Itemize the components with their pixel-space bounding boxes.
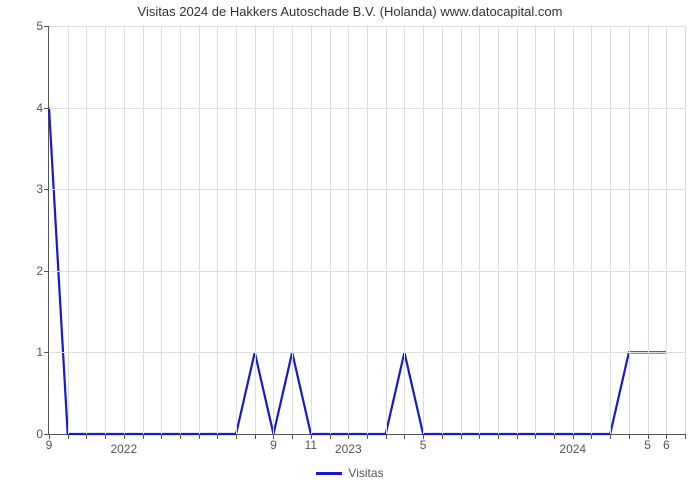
- ytick-label: 5: [36, 19, 49, 33]
- xtick-label-month: 9: [270, 434, 277, 452]
- xtick: [386, 434, 387, 439]
- gridline-v: [236, 26, 237, 434]
- chart-title: Visitas 2024 de Hakkers Autoschade B.V. …: [0, 4, 700, 19]
- xtick: [685, 434, 686, 439]
- gridline-v: [573, 26, 574, 434]
- gridline-v: [591, 26, 592, 434]
- xtick: [591, 434, 592, 439]
- gridline-v: [105, 26, 106, 434]
- xtick-label-year: 2024: [559, 438, 586, 456]
- gridline-v: [292, 26, 293, 434]
- gridline-v: [311, 26, 312, 434]
- gridline-v: [666, 26, 667, 434]
- line-chart: Visitas 2024 de Hakkers Autoschade B.V. …: [0, 0, 700, 500]
- xtick-label-month: 9: [46, 434, 53, 452]
- ytick-label: 4: [36, 101, 49, 115]
- gridline-v: [442, 26, 443, 434]
- xtick: [255, 434, 256, 439]
- xtick: [217, 434, 218, 439]
- xtick: [199, 434, 200, 439]
- xtick-label-year: 2023: [335, 438, 362, 456]
- gridline-v: [348, 26, 349, 434]
- gridline-v: [498, 26, 499, 434]
- xtick: [404, 434, 405, 439]
- gridline-v: [68, 26, 69, 434]
- xtick: [236, 434, 237, 439]
- legend-swatch: [316, 472, 342, 475]
- gridline-v: [423, 26, 424, 434]
- gridline-v: [367, 26, 368, 434]
- xtick: [479, 434, 480, 439]
- xtick: [517, 434, 518, 439]
- gridline-v: [386, 26, 387, 434]
- xtick-label-month: 11: [305, 434, 317, 452]
- gridline-v: [610, 26, 611, 434]
- ytick-label: 3: [36, 182, 49, 196]
- gridline-v: [404, 26, 405, 434]
- xtick: [498, 434, 499, 439]
- xtick: [180, 434, 181, 439]
- gridline-v: [330, 26, 331, 434]
- xtick: [535, 434, 536, 439]
- xtick: [367, 434, 368, 439]
- gridline-v: [273, 26, 274, 434]
- gridline-v: [161, 26, 162, 434]
- gridline-v: [180, 26, 181, 434]
- xtick: [161, 434, 162, 439]
- xtick: [610, 434, 611, 439]
- xtick: [461, 434, 462, 439]
- xtick: [554, 434, 555, 439]
- xtick: [629, 434, 630, 439]
- gridline-v: [86, 26, 87, 434]
- xtick: [292, 434, 293, 439]
- gridline-v: [629, 26, 630, 434]
- gridline-v: [648, 26, 649, 434]
- gridline-v: [461, 26, 462, 434]
- xtick: [86, 434, 87, 439]
- xtick-label-month: 5: [420, 434, 427, 452]
- gridline-v: [255, 26, 256, 434]
- plot-area: 0123459911556202220232024: [48, 26, 685, 435]
- xtick: [143, 434, 144, 439]
- gridline-v: [554, 26, 555, 434]
- gridline-v: [479, 26, 480, 434]
- xtick: [68, 434, 69, 439]
- legend-label: Visitas: [348, 466, 383, 480]
- gridline-v: [199, 26, 200, 434]
- xtick: [442, 434, 443, 439]
- xtick-label-month: 6: [663, 434, 670, 452]
- ytick-label: 1: [36, 345, 49, 359]
- ytick-label: 2: [36, 264, 49, 278]
- gridline-v: [517, 26, 518, 434]
- gridline-v: [685, 26, 686, 434]
- gridline-v: [217, 26, 218, 434]
- gridline-v: [124, 26, 125, 434]
- gridline-v: [143, 26, 144, 434]
- xtick: [105, 434, 106, 439]
- xtick-label-month: 5: [644, 434, 651, 452]
- gridline-v: [535, 26, 536, 434]
- legend: Visitas: [0, 466, 700, 480]
- xtick-label-year: 2022: [110, 438, 137, 456]
- xtick: [330, 434, 331, 439]
